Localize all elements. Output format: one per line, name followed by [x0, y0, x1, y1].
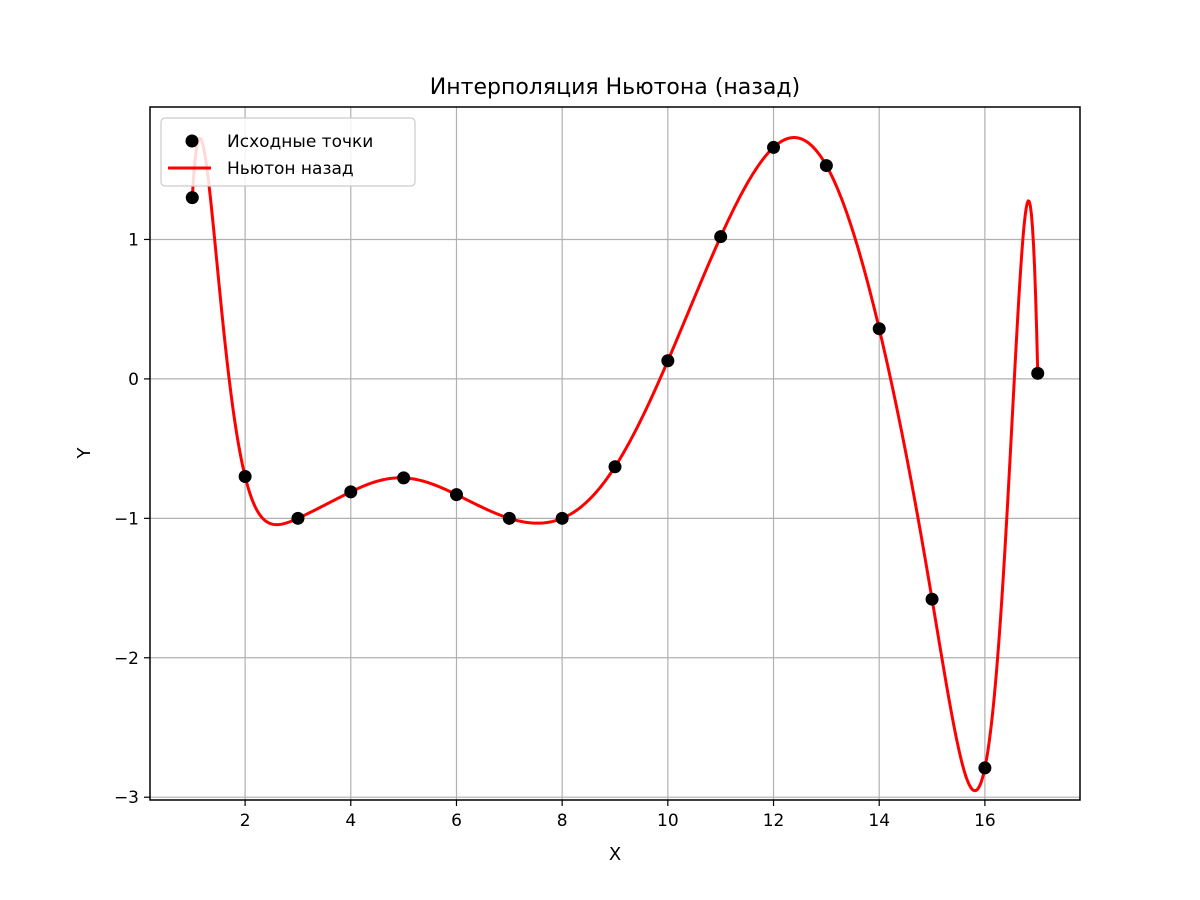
data-point: [397, 471, 411, 485]
y-tick-label: 0: [128, 370, 139, 390]
data-point: [608, 460, 622, 474]
x-tick-label: 6: [451, 811, 462, 831]
data-point: [978, 761, 992, 775]
y-axis-label: Y: [74, 447, 95, 460]
x-tick-label: 4: [345, 811, 356, 831]
x-tick-label: 10: [657, 811, 679, 831]
data-point: [344, 485, 358, 499]
legend-label-line: Ньютон назад: [227, 159, 354, 179]
legend: Исходные точки Ньютон назад: [160, 117, 416, 187]
ticks: 2 4 6 8 10 12 14 16 −3 −2 −1 0 1: [114, 230, 996, 831]
x-tick-label: 8: [557, 811, 568, 831]
y-tick-label: −1: [114, 509, 139, 529]
data-point: [185, 191, 199, 205]
x-tick-label: 12: [763, 811, 785, 831]
y-tick-label: −3: [114, 788, 139, 808]
data-point: [925, 592, 939, 606]
data-point: [238, 470, 252, 484]
y-tick-label: 1: [128, 230, 139, 250]
plot-content: [185, 136, 1045, 793]
legend-label-points: Исходные точки: [227, 132, 373, 152]
x-tick-label: 2: [240, 811, 251, 831]
x-tick-label: 16: [974, 811, 996, 831]
data-point: [291, 511, 305, 525]
data-point: [714, 230, 728, 244]
data-point: [661, 354, 675, 368]
grid: [150, 107, 1080, 800]
x-axis-label: X: [609, 844, 621, 865]
data-point: [502, 511, 516, 525]
data-point: [555, 511, 569, 525]
data-point: [1031, 366, 1045, 380]
data-point: [819, 159, 833, 173]
chart-title: Интерполяция Ньютона (назад): [430, 75, 800, 100]
axes-frame: [149, 106, 1081, 801]
y-tick-label: −2: [114, 649, 139, 669]
data-point: [767, 140, 781, 154]
data-point: [449, 488, 463, 502]
data-point: [872, 322, 886, 336]
legend-marker-points: [185, 134, 199, 148]
x-tick-label: 14: [868, 811, 890, 831]
legend-box: [160, 117, 416, 187]
